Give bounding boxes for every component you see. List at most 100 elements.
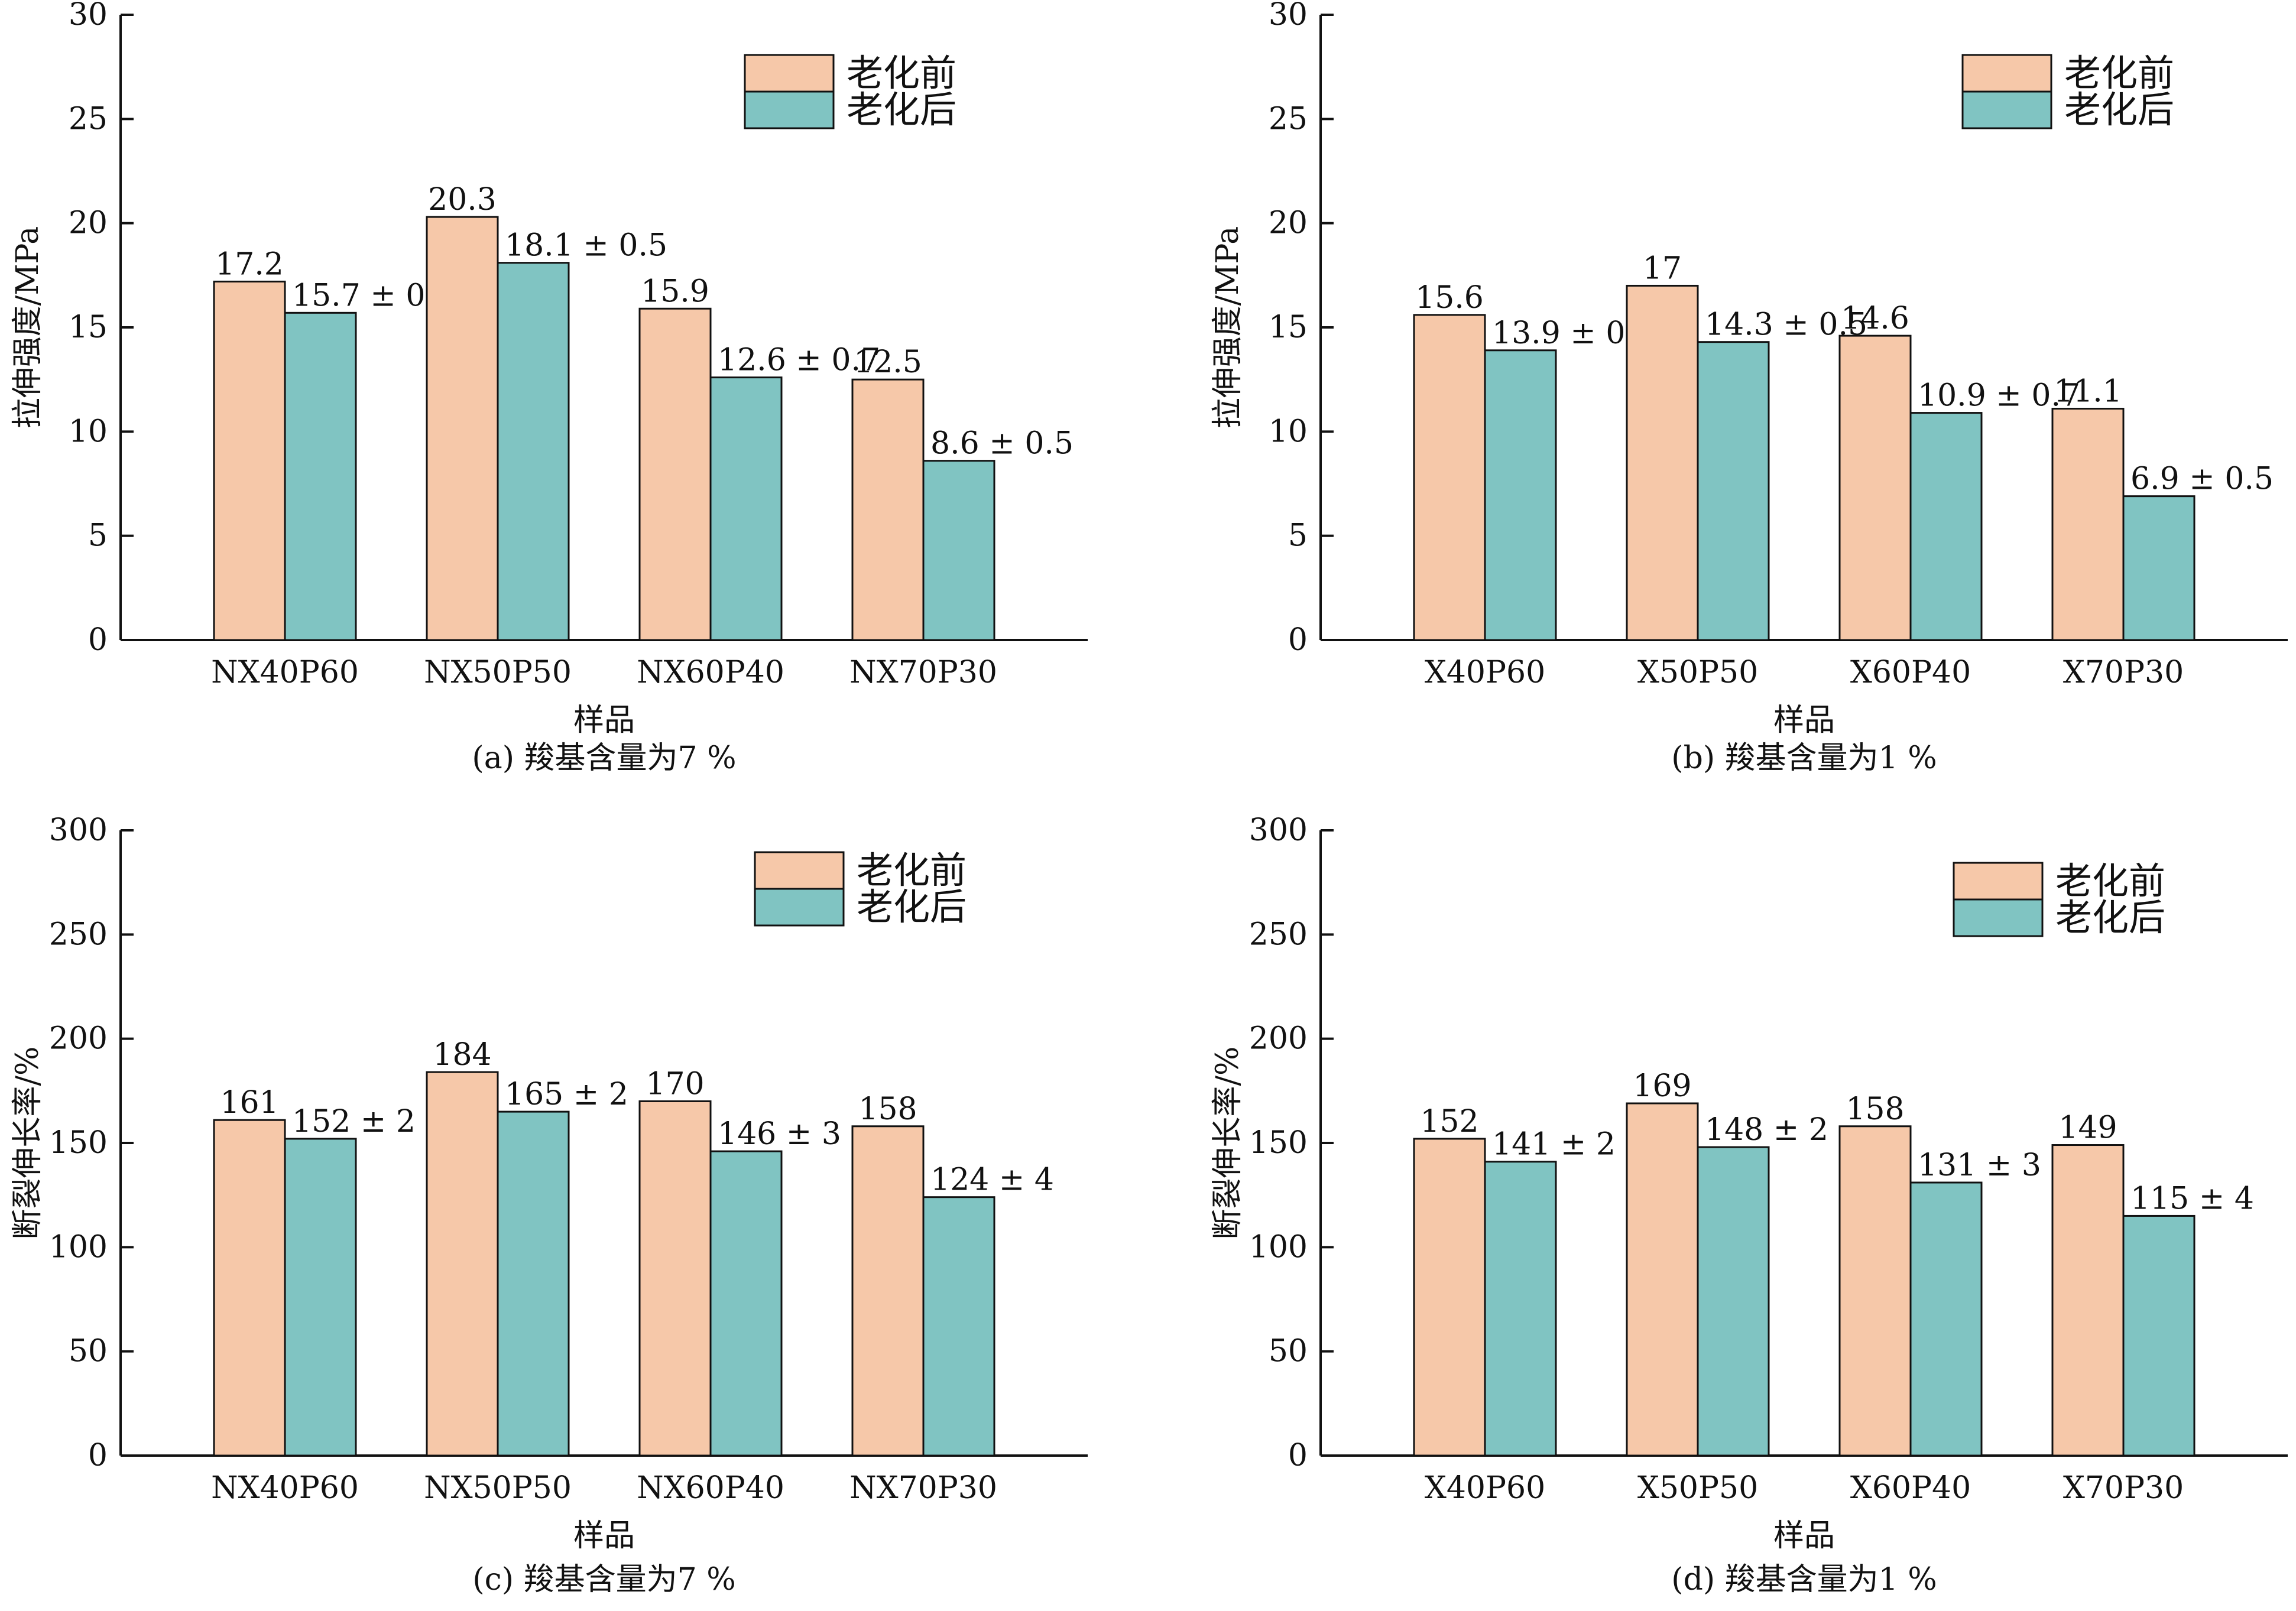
y-tick-label: 25 (1269, 101, 1308, 137)
data-label: 161 (220, 1085, 278, 1120)
data-label: 17.2 (215, 246, 284, 282)
x-tick-label: NX40P60 (211, 655, 359, 690)
y-axis-label: 断裂伸长率/% (1210, 1047, 1246, 1240)
data-label: 6.9 ± 0.5 (2130, 462, 2274, 497)
bar-after (284, 311, 357, 641)
data-label: 152 (1420, 1104, 1478, 1139)
x-axis-label: 样品 (573, 703, 635, 738)
y-tick-label: 50 (1269, 1334, 1308, 1369)
bar-before (426, 1071, 499, 1457)
y-tick-label: 30 (1269, 0, 1308, 33)
panel-caption: (b) 羧基含量为1 % (1671, 740, 1937, 776)
bar-after (1909, 412, 1983, 641)
data-label: 15.6 (1415, 280, 1484, 316)
legend-label: 老化后 (847, 88, 956, 131)
y-tick-label: 50 (69, 1334, 108, 1369)
y-tick-label: 300 (49, 813, 108, 848)
y-tick-label: 20 (1269, 206, 1308, 241)
y-tick-label: 250 (1249, 917, 1308, 952)
data-label: 148 ± 2 (1705, 1112, 1828, 1148)
x-tick-label: NX60P40 (637, 655, 784, 690)
x-tick-label: NX70P30 (849, 655, 997, 690)
panel-caption: (d) 羧基含量为1 % (1671, 1562, 1937, 1597)
data-label: 169 (1633, 1068, 1691, 1104)
legend-label: 老化前 (2064, 51, 2174, 95)
x-tick-label: X70P30 (2063, 655, 2184, 690)
bar-before (1838, 334, 1912, 641)
x-tick-label: NX70P30 (849, 1470, 997, 1506)
y-tick-label: 5 (1288, 518, 1308, 554)
y-tick-label: 10 (1269, 414, 1308, 449)
bar-before (2051, 408, 2125, 641)
y-tick-label: 200 (1249, 1021, 1308, 1057)
data-label: 10.9 ± 0.7 (1918, 378, 2080, 414)
y-tick-label: 200 (49, 1021, 108, 1057)
y-tick-label: 0 (1288, 1438, 1308, 1473)
data-label: 170 (646, 1066, 704, 1102)
bar-before (1626, 284, 1699, 641)
legend-swatch-after (744, 90, 835, 129)
legend-label: 老化前 (2055, 859, 2165, 902)
data-label: 15.9 (641, 274, 709, 309)
y-tick-label: 25 (69, 101, 108, 137)
y-axis-label: 拉伸强度/MPa (1210, 226, 1246, 428)
x-tick-label: X50P50 (1637, 655, 1758, 690)
legend-label: 老化后 (2055, 896, 2165, 939)
bar-after (922, 1196, 995, 1457)
x-tick-label: NX60P40 (637, 1470, 784, 1506)
legend-swatch-before (1961, 54, 2052, 93)
x-tick-label: X50P50 (1637, 1470, 1758, 1506)
bar-before (1626, 1102, 1699, 1457)
data-label: 20.3 (428, 182, 497, 217)
legend-swatch-after (754, 888, 845, 927)
bar-before (851, 1125, 925, 1457)
y-tick-label: 10 (69, 414, 108, 449)
y-tick-label: 0 (1288, 622, 1308, 658)
y-tick-label: 150 (49, 1125, 108, 1161)
data-label: 141 ± 2 (1492, 1127, 1616, 1162)
y-tick-label: 150 (1249, 1125, 1308, 1161)
data-label: 14.6 (1841, 301, 1909, 336)
y-axis-label: 拉伸强度/MPa (10, 226, 46, 428)
legend-swatch-before (1953, 862, 2044, 901)
bar-after (284, 1138, 357, 1457)
x-axis-label: 样品 (573, 1518, 635, 1554)
data-label: 165 ± 2 (505, 1077, 628, 1112)
legend-label: 老化前 (857, 849, 967, 892)
y-tick-label: 20 (69, 206, 108, 241)
bar-before (638, 1100, 712, 1457)
x-tick-label: X60P40 (1850, 655, 1971, 690)
data-label: 12.6 ± 0.7 (718, 343, 880, 378)
data-label: 17 (1643, 251, 1682, 286)
bar-before (213, 1119, 286, 1457)
panel-caption: (c) 羧基含量为7 % (472, 1562, 735, 1597)
y-tick-label: 15 (1269, 310, 1308, 345)
data-label: 184 (433, 1037, 491, 1073)
legend-label: 老化后 (857, 885, 967, 928)
legend-swatch-after (1961, 90, 2052, 129)
bar-before (213, 280, 286, 641)
x-tick-label: NX50P50 (424, 1470, 572, 1506)
data-label: 12.5 (854, 345, 922, 380)
x-axis-label: 样品 (1773, 703, 1835, 738)
x-tick-label: X60P40 (1850, 1470, 1971, 1506)
data-label: 18.1 ± 0.5 (505, 228, 667, 264)
y-tick-label: 30 (69, 0, 108, 33)
bar-before (2051, 1144, 2125, 1457)
data-label: 152 ± 2 (292, 1104, 416, 1139)
bar-after (497, 1110, 570, 1457)
data-label: 124 ± 4 (930, 1162, 1054, 1198)
bar-before (426, 216, 499, 641)
data-label: 115 ± 4 (2130, 1181, 2254, 1216)
x-tick-label: X40P60 (1425, 655, 1545, 690)
y-tick-label: 0 (88, 622, 108, 658)
bar-before (1413, 1138, 1486, 1457)
y-tick-label: 100 (49, 1229, 108, 1265)
data-label: 131 ± 3 (1918, 1148, 2041, 1183)
bar-after (709, 1150, 783, 1457)
bar-after (922, 460, 995, 641)
legend-swatch-before (744, 54, 835, 93)
